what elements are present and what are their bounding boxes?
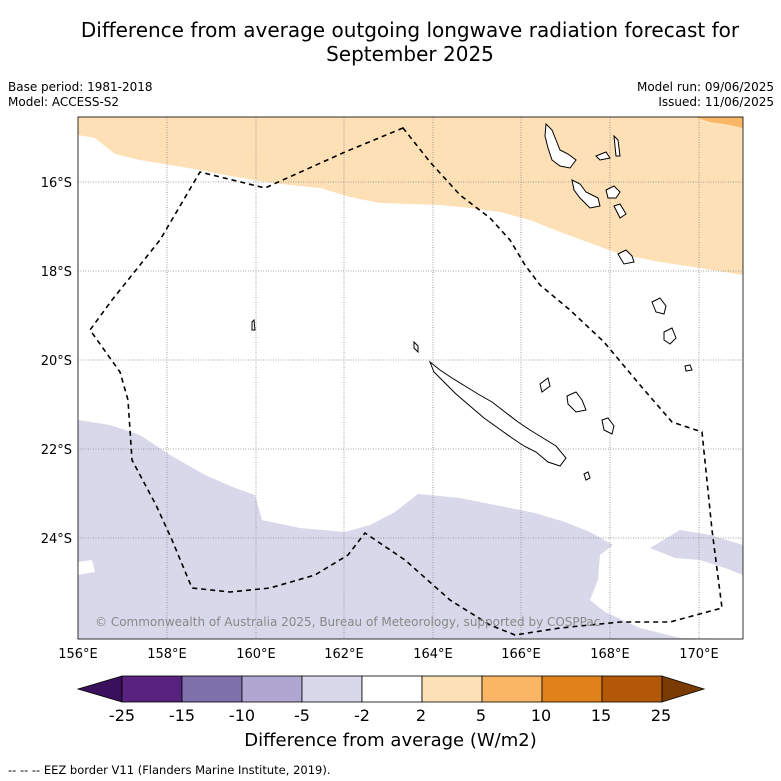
loyalty-island-1	[539, 377, 551, 393]
colorbar-tick: 2	[415, 706, 427, 725]
lat-label: 22°S	[41, 443, 72, 458]
copyright-text: © Commonwealth of Australia 2025, Bureau…	[95, 615, 600, 629]
colorbar-tick: 15	[590, 706, 612, 725]
colorbar-tick: -10	[228, 706, 256, 725]
colorbar-segment	[601, 675, 663, 703]
colorbar-segment	[121, 675, 183, 703]
colorbar-tick: -15	[168, 706, 196, 725]
colorbar-segment	[181, 675, 243, 703]
colorbar-tick: 25	[650, 706, 672, 725]
base-period: Base period: 1981-2018	[8, 80, 153, 94]
longitude-labels: 156°E 158°E 160°E 162°E 164°E 166°E 168°…	[58, 647, 719, 662]
negative-anomaly-region	[78, 420, 743, 639]
coastlines	[251, 122, 693, 481]
vanuatu-pentecost	[605, 185, 621, 199]
colorbar-segment	[361, 675, 423, 703]
new-caledonia-coast	[428, 360, 567, 467]
colorbar-tick: -25	[108, 706, 136, 725]
vanuatu-efate	[617, 249, 635, 265]
base-info: Base period: 1981-2018 Model: ACCESS-S2	[8, 80, 153, 110]
vanuatu-tanna	[663, 327, 677, 345]
colorbar-segment	[301, 675, 363, 703]
lat-label: 18°S	[41, 265, 72, 280]
positive-anomaly-region	[78, 117, 743, 275]
colorbar-extend-max	[661, 675, 706, 703]
colorbar	[76, 675, 706, 703]
model-name: Model: ACCESS-S2	[8, 95, 120, 109]
model-run: Model run: 09/06/2025	[636, 80, 774, 94]
loyalty-island-2	[566, 391, 587, 413]
belep-islands	[413, 340, 419, 354]
colorbar-segment	[241, 675, 303, 703]
colorbar-tick: -5	[294, 706, 310, 725]
colorbar-label: Difference from average (W/m2)	[244, 730, 537, 751]
issued-date: Issued: 11/06/2025	[658, 95, 774, 109]
run-info: Model run: 09/06/2025 Issued: 11/06/2025	[637, 80, 774, 110]
lon-label: 168°E	[590, 647, 630, 662]
vanuatu-malakula	[571, 179, 601, 209]
colorbar-segment	[481, 675, 543, 703]
vanuatu-epi	[613, 203, 627, 219]
lat-label: 20°S	[41, 354, 72, 369]
lon-label: 158°E	[147, 647, 187, 662]
colorbar-segment	[541, 675, 603, 703]
chesterfield-islet	[251, 318, 256, 331]
vanuatu-erromango	[651, 297, 667, 315]
isle-of-pines	[583, 471, 591, 481]
colorbar-tick: -2	[354, 706, 370, 725]
vanuatu-ambae	[595, 151, 611, 161]
strong-positive-anomaly	[695, 117, 743, 128]
lon-label: 162°E	[324, 647, 364, 662]
negative-anomaly-east	[650, 530, 743, 575]
lon-label: 156°E	[58, 647, 98, 662]
map-frame	[77, 116, 744, 640]
loyalty-island-3	[601, 417, 615, 435]
map-title: Difference from average outgoing longwav…	[80, 18, 740, 66]
lon-label: 170°E	[679, 647, 719, 662]
vanuatu-aneityum	[684, 364, 693, 372]
vanuatu-maewo	[613, 134, 621, 157]
eez-border	[89, 127, 723, 636]
latitude-labels: 16°S 18°S 20°S 22°S 24°S	[41, 176, 72, 547]
vanuatu-espiritu-santo	[544, 122, 577, 169]
lon-label: 164°E	[413, 647, 453, 662]
colorbar-tick: 5	[475, 706, 487, 725]
lat-label: 16°S	[41, 176, 72, 191]
lon-label: 160°E	[236, 647, 276, 662]
lon-label: 166°E	[501, 647, 541, 662]
lat-label: 24°S	[41, 532, 72, 547]
colorbar-extend-min	[76, 675, 123, 703]
map-panel: © Commonwealth of Australia 2025, Bureau…	[78, 117, 743, 639]
eez-footnote: -- -- -- EEZ border V11 (Flanders Marine…	[8, 763, 331, 777]
colorbar-tick: 10	[530, 706, 552, 725]
colorbar-segment	[421, 675, 483, 703]
graticule	[78, 117, 743, 639]
